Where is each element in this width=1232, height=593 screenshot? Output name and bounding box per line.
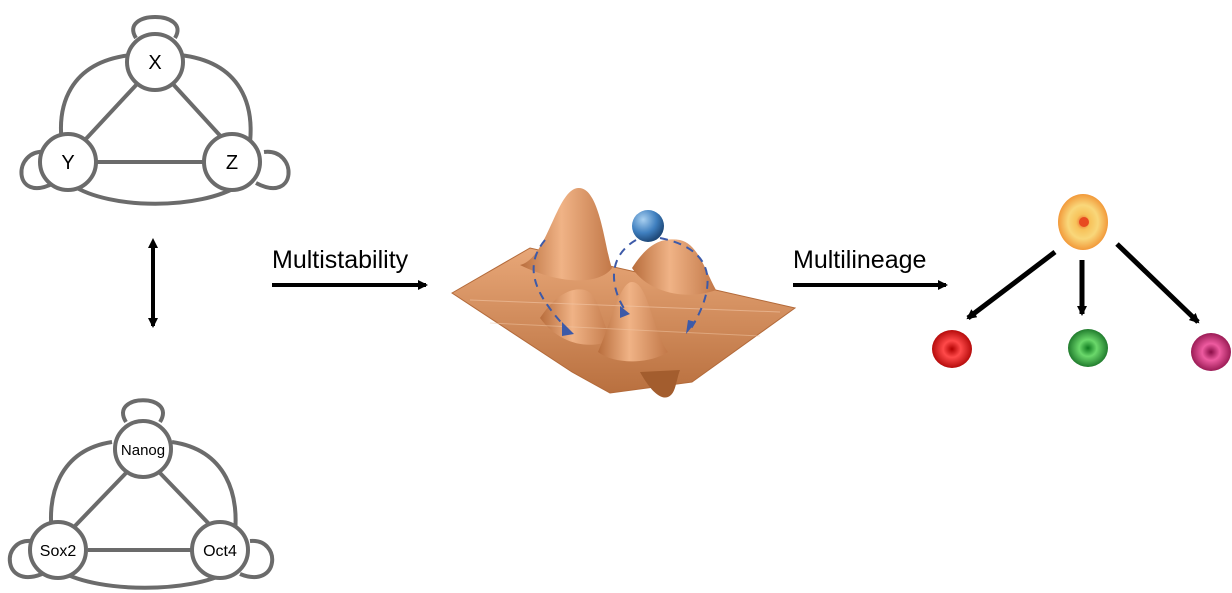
trajectory-right xyxy=(659,237,709,331)
bottom-node-sox2 xyxy=(28,520,88,580)
top-node-z-label: Z xyxy=(226,152,238,174)
top-self-loop-x xyxy=(131,15,180,40)
top-edge-x-y xyxy=(82,81,140,143)
bottom-node-oct4 xyxy=(190,520,250,580)
bottom-network xyxy=(7,398,275,590)
lineage-arrow-left xyxy=(966,250,1057,320)
top-outer-edge-bottom xyxy=(70,183,242,206)
top-outer-edge-right xyxy=(179,53,253,151)
trajectory-center-head xyxy=(620,306,630,318)
landscape-right-peak xyxy=(632,239,716,295)
multilineage-caption: Multilineage xyxy=(793,246,926,274)
bottom-edge-nanog-oct4 xyxy=(158,471,214,529)
landscape-left-peak xyxy=(520,187,612,281)
top-network xyxy=(19,15,291,206)
bottom-node-sox2-label: Sox2 xyxy=(40,543,77,560)
top-node-x-label: X xyxy=(148,52,161,74)
trajectory-left-head xyxy=(562,322,574,336)
top-self-loop-z xyxy=(255,149,291,191)
bottom-self-loop-sox2 xyxy=(7,538,43,579)
top-self-loop-y xyxy=(19,149,55,191)
stem-cell-nucleus xyxy=(1079,217,1089,227)
differentiated-cell-magenta xyxy=(1191,333,1231,371)
lineage-arrow-right xyxy=(1115,242,1200,324)
landscape-center-peak xyxy=(598,282,668,362)
top-node-y-label: Y xyxy=(61,152,74,174)
bottom-node-nanog-label: Nanog xyxy=(121,442,165,459)
trajectory-left xyxy=(532,239,569,331)
top-node-y xyxy=(38,132,98,192)
trajectory-right-head xyxy=(686,320,696,334)
landscape-highlight-1 xyxy=(469,299,781,313)
differentiated-cell-red xyxy=(932,330,972,368)
top-node-z xyxy=(202,132,262,192)
multistability-caption: Multistability xyxy=(272,246,409,274)
landscape-highlight-2 xyxy=(489,322,761,337)
lineage-tree xyxy=(932,194,1231,371)
bottom-node-oct4-label: Oct4 xyxy=(203,543,237,560)
differentiated-cell-green xyxy=(1068,329,1108,367)
top-edge-x-z xyxy=(170,81,227,143)
trajectory-center xyxy=(613,239,637,311)
bottom-node-nanog xyxy=(113,419,173,479)
bottom-self-loop-oct4 xyxy=(239,538,275,579)
bottom-self-loop-nanog xyxy=(121,398,165,424)
top-node-x xyxy=(125,32,185,92)
potential-landscape xyxy=(451,187,797,398)
state-ball xyxy=(632,210,664,242)
bottom-edge-nanog-sox2 xyxy=(72,471,128,529)
landscape-front-dip xyxy=(640,370,680,398)
